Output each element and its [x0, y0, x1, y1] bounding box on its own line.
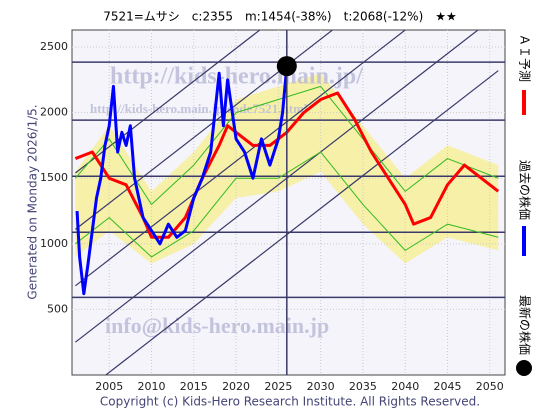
y-tick-label: 2000	[40, 106, 68, 119]
x-tick-label: 2010	[137, 380, 165, 393]
x-tick-label: 2025	[264, 380, 292, 393]
watermark: info@kids-hero.main.jp	[105, 313, 329, 338]
y-tick-label: 1500	[40, 171, 68, 184]
plot: http://kids-hero.main.jp/http://kids-her…	[72, 30, 505, 375]
legend-label: ＡＩ予測	[518, 34, 532, 82]
legend-swatch	[516, 360, 532, 376]
series-line	[75, 65, 289, 296]
x-tick-label: 2030	[307, 380, 335, 393]
y-tick-label: 500	[47, 302, 68, 315]
x-tick-label: 2045	[433, 380, 461, 393]
x-tick-label: 2040	[391, 380, 419, 393]
band-line	[75, 151, 499, 258]
chart-title: 7521=ムサシ c:2355 m:1454(-38%) t:2068(-12%…	[103, 10, 457, 24]
x-tick-label: 2020	[222, 380, 250, 393]
x-tick-label: 2005	[95, 380, 123, 393]
watermark: http://kids-hero.main.jp/code7521.html	[90, 101, 308, 116]
legend-label: 最新の株価	[518, 295, 533, 355]
latest-price	[276, 56, 297, 77]
footer: Copyright (c) Kids-Hero Research Institu…	[100, 395, 480, 409]
watermark: http://kids-hero.main.jp/	[110, 64, 363, 90]
legend-label: 過去の株価	[518, 160, 533, 220]
side-label: Generated on Monday 2026/1/5.	[26, 104, 40, 299]
x-tick-label: 2015	[180, 380, 208, 393]
trend-line	[75, 30, 261, 174]
x-tick-label: 2050	[476, 380, 504, 393]
y-tick-label: 1000	[40, 237, 68, 250]
y-tick-label: 2500	[40, 40, 68, 53]
band-line	[75, 85, 499, 205]
x-tick-label: 2035	[349, 380, 377, 393]
